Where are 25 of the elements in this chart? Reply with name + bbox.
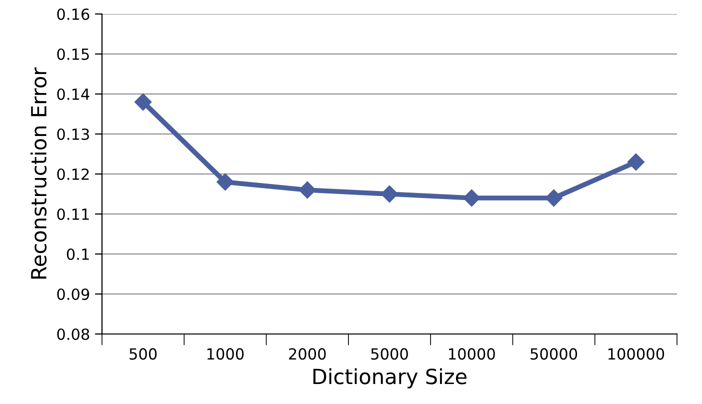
point (134, 93, 152, 111)
x-tick-label: 5000 (371, 348, 408, 360)
y-tick-label: 0.1 (66, 248, 89, 260)
point (380, 185, 398, 203)
point (463, 189, 480, 207)
x-tick-label: 500 (130, 348, 157, 360)
y-tick-label: 0.09 (57, 288, 90, 300)
x-tick-label: 2000 (289, 348, 326, 360)
y-axis-title: Reconstruction Error (30, 67, 47, 279)
y-tick-label: 0.12 (57, 168, 89, 180)
point (545, 189, 562, 207)
y-tick-label: 0.11 (57, 208, 89, 220)
x-tick-label: 10000 (449, 348, 495, 360)
x-tick-label: 50000 (530, 348, 578, 360)
x-tick-label: 100000 (608, 348, 664, 360)
y-tick-label: 0.08 (57, 328, 90, 340)
y-tick-label: 0.16 (57, 8, 90, 20)
point (216, 173, 234, 191)
y-tick-label: 0.14 (57, 88, 90, 100)
y-tick-label: 0.15 (57, 48, 89, 60)
y-tick-label: 0.13 (57, 128, 89, 140)
point (627, 153, 644, 171)
x-tick-label: 1000 (207, 348, 244, 360)
x-axis-title: Dictionary Size (313, 368, 467, 388)
point (298, 181, 316, 199)
